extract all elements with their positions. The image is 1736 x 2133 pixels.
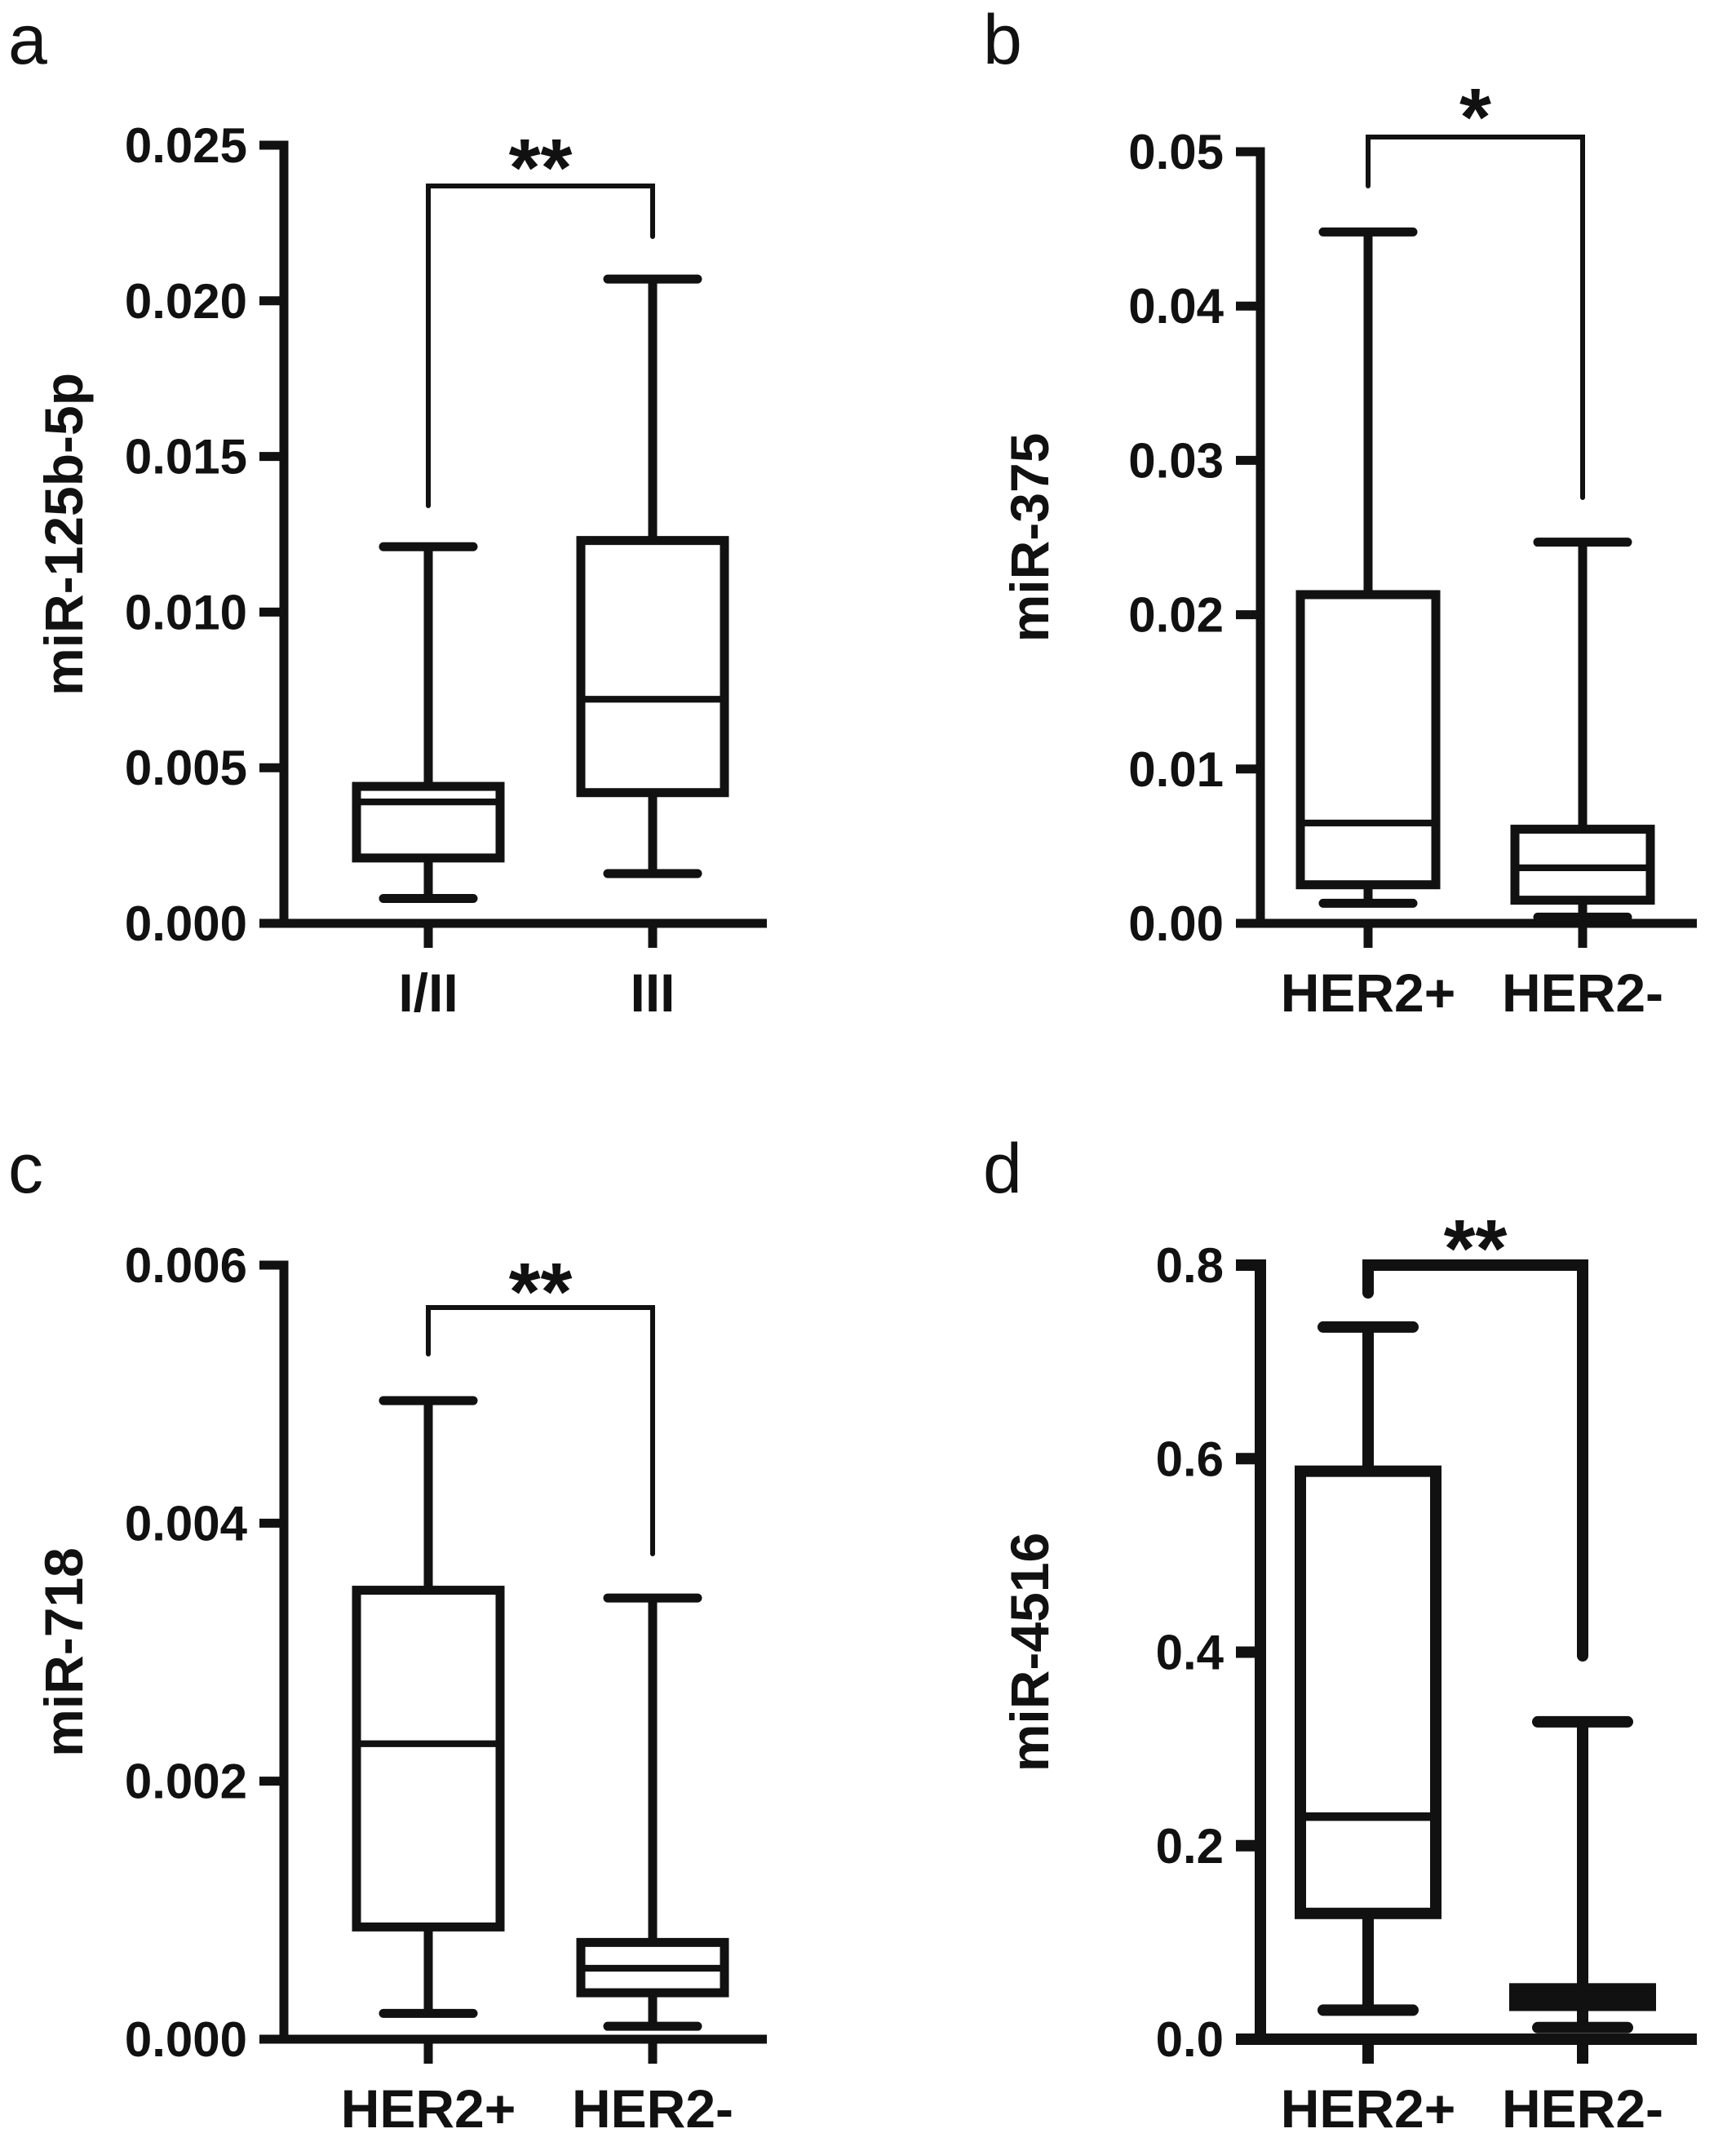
box-1 <box>1295 1321 1442 2016</box>
panel-letter: c <box>8 1130 43 1208</box>
significance-label: ** <box>1444 1203 1508 1294</box>
panel-d: d 0.0 0.2 0.4 0.6 0.8 miR-4516 HER2+ HER2- ** <box>983 1130 1697 2133</box>
y-tick-label: 0.0 <box>1156 2012 1224 2067</box>
y-tick-label: 0.015 <box>125 430 247 485</box>
y-axis-label: miR-718 <box>33 1547 94 1757</box>
panel-a: a 0.000 0.005 0.010 0.015 0.020 0.025 miR-125b-… <box>8 1 767 1023</box>
y-axis-label: miR-125b-5p <box>33 373 94 696</box>
panel-letter: d <box>983 1130 1022 1208</box>
box-2 <box>576 1593 729 2031</box>
y-tick-label: 0.025 <box>125 118 247 173</box>
panel-b: b 0.00 0.01 0.02 0.03 0.04 0.05 miR-375 HER2+ HER… <box>983 1 1697 1023</box>
y-tick-label: 0.000 <box>125 2012 247 2067</box>
x-tick-label: HER2+ <box>1281 963 1456 1023</box>
y-tick-label: 0.010 <box>125 585 247 639</box>
y-tick-label: 0.00 <box>1128 896 1224 951</box>
x-tick-label: HER2+ <box>341 2078 516 2133</box>
box-1 <box>352 542 505 903</box>
iqr-box <box>352 781 505 863</box>
significance-bracket <box>1362 1259 1588 1662</box>
y-axis-label: miR-4516 <box>999 1533 1060 1772</box>
y-tick-label: 0.2 <box>1156 1819 1224 1874</box>
y-tick-label: 0.002 <box>125 1755 247 1809</box>
box-1 <box>1295 227 1441 908</box>
x-tick-label: HER2+ <box>1281 2078 1456 2133</box>
iqr-box <box>576 536 729 798</box>
significance-label: * <box>1459 72 1491 163</box>
box-2 <box>1509 1715 1656 2033</box>
y-tick-label: 0.01 <box>1128 742 1224 797</box>
y-tick-label: 0.005 <box>125 741 247 795</box>
y-tick-label: 0.4 <box>1156 1626 1224 1680</box>
y-tick-label: 0.03 <box>1128 433 1224 488</box>
x-tick-label: III <box>630 963 675 1023</box>
iqr-box <box>1295 590 1441 890</box>
box-2 <box>576 274 729 878</box>
panel-letter: a <box>8 1 47 79</box>
y-tick-label: 0.6 <box>1156 1432 1224 1486</box>
y-tick-label: 0.000 <box>125 896 247 951</box>
significance-bracket <box>1366 135 1585 500</box>
y-tick-label: 0.04 <box>1128 279 1224 334</box>
x-tick-label: HER2- <box>1502 963 1663 1023</box>
significance-label: ** <box>509 122 573 214</box>
y-tick-label: 0.006 <box>125 1238 247 1293</box>
x-tick-label: I/II <box>398 963 458 1023</box>
significance-bracket <box>426 184 655 508</box>
y-tick-label: 0.05 <box>1128 125 1224 179</box>
x-tick-label: HER2- <box>572 2078 733 2133</box>
y-tick-label: 0.020 <box>125 274 247 329</box>
panel-letter: b <box>983 1 1022 79</box>
significance-label: ** <box>509 1246 573 1338</box>
y-tick-label: 0.8 <box>1156 1238 1224 1293</box>
y-tick-label: 0.004 <box>125 1496 248 1551</box>
box-2 <box>1510 538 1655 922</box>
panel-c: c 0.000 0.002 0.004 0.006 miR-718 HER2+ HER2- ** <box>8 1130 767 2133</box>
box-1 <box>352 1396 505 2018</box>
iqr-box <box>1295 1465 1442 1919</box>
y-axis-label: miR-375 <box>999 433 1060 643</box>
iqr-box <box>352 1586 505 1932</box>
x-tick-label: HER2- <box>1502 2078 1663 2133</box>
significance-bracket <box>426 1305 655 1556</box>
y-tick-label: 0.02 <box>1128 588 1224 643</box>
